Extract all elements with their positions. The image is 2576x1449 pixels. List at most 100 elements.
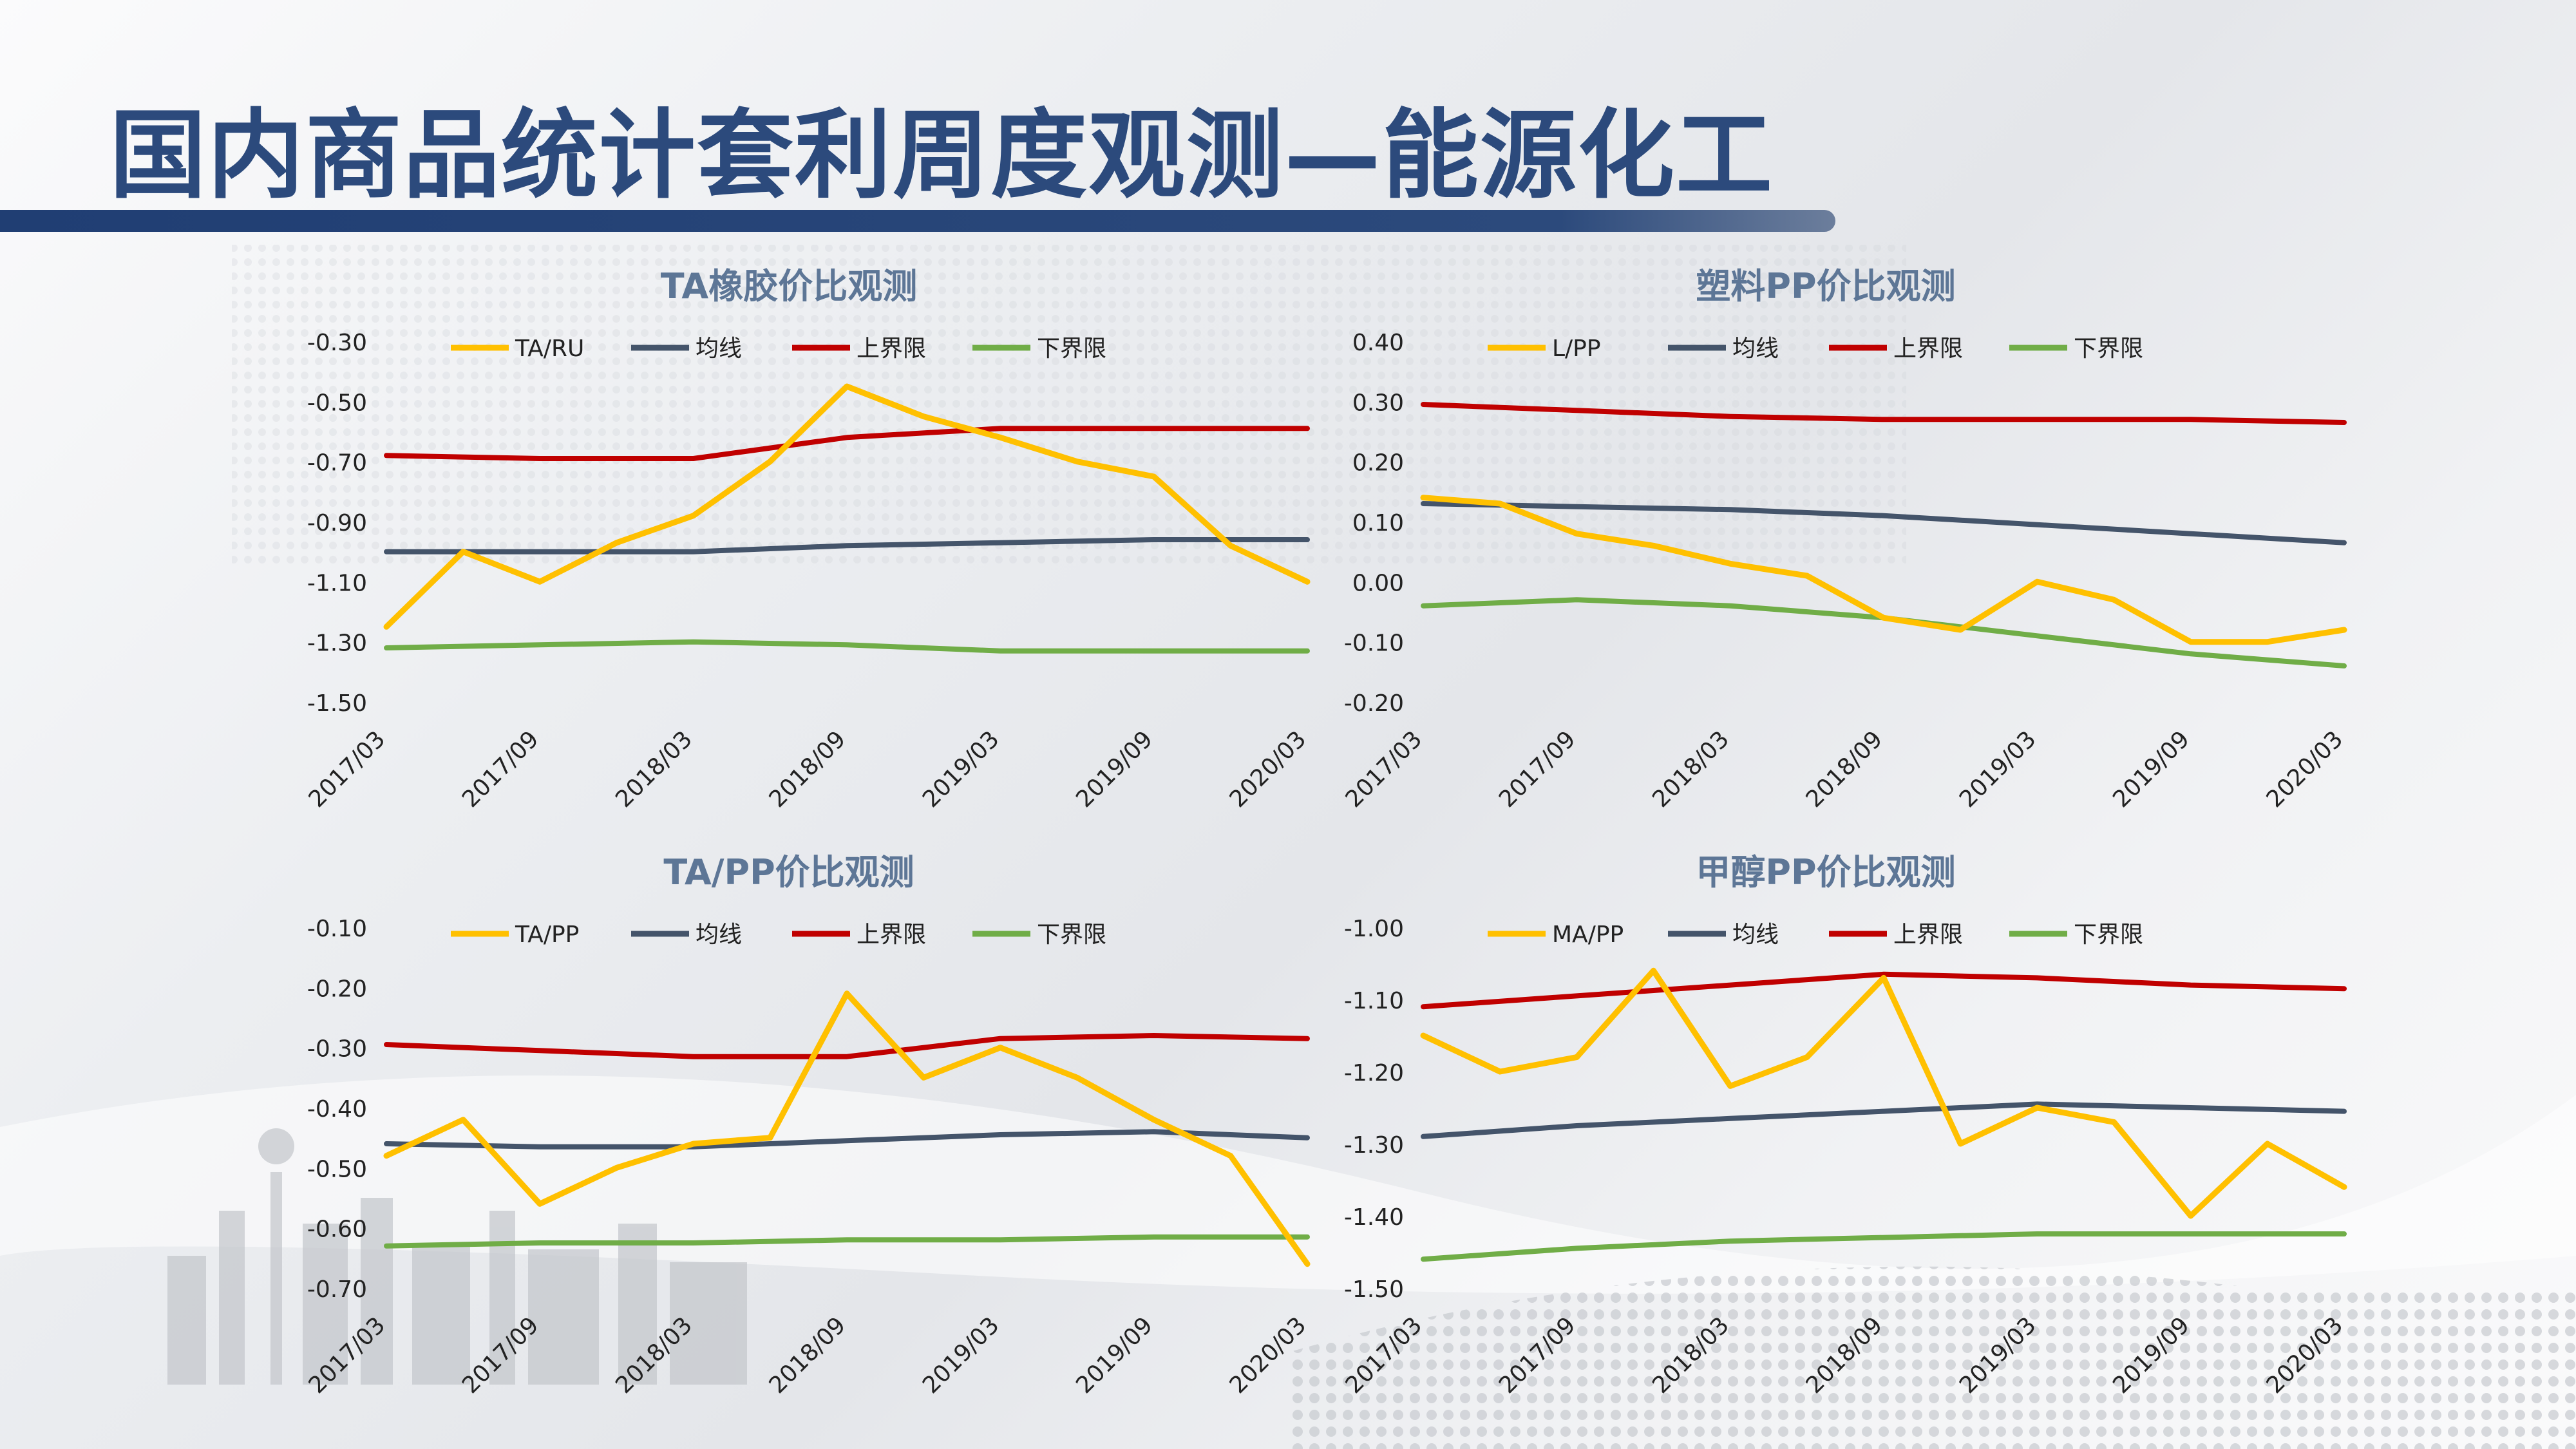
y-tick-label: -1.30 (1344, 1132, 1404, 1159)
series-line-lower (384, 639, 1310, 654)
x-tick-label: 2017/03 (1341, 726, 1428, 813)
series-line-mean (384, 537, 1310, 554)
series-line-ratio (383, 383, 1311, 630)
series-line-ratio (383, 990, 1311, 1267)
y-tick-label: 0.40 (1352, 330, 1404, 356)
legend-label: L/PP (1552, 336, 1601, 362)
y-tick-label: -1.10 (307, 570, 367, 596)
chart-svg: -1.00 -1.10 -1.20 -1.30 -1.40 -1.50 2017/03 201… (1341, 916, 2349, 1399)
y-tick-label: 0.10 (1352, 510, 1404, 536)
x-tick-label: 2018/09 (764, 726, 851, 813)
series-line-ratio (1420, 495, 2347, 645)
legend-label: 均线 (1732, 922, 1779, 948)
y-tick-label: -1.50 (1344, 1276, 1404, 1303)
y-tick-label: 0.30 (1352, 390, 1404, 416)
x-tick-label: 2018/09 (1801, 726, 1888, 813)
y-tick-label: -0.50 (307, 390, 367, 416)
legend-label: 均线 (1732, 336, 1779, 362)
series-line-upper (1421, 402, 2347, 425)
x-tick-label: 2020/03 (2262, 1312, 2349, 1399)
x-tick-label: 2018/09 (764, 1312, 851, 1399)
chart-panel-ta-ru: TA橡胶价比观测 -0.30 -0.50 -0.70 -0.90 -1.10 -1.30-… (258, 258, 1320, 831)
x-tick-label: 2019/03 (918, 726, 1005, 813)
chart-svg: -0.10 -0.20 -0.30 -0.40 -0.50 -0.60 -0.70 2017/… (304, 916, 1312, 1399)
x-tick-label: 2017/03 (1341, 1312, 1428, 1399)
series-line-mean (384, 1129, 1310, 1150)
legend-label: TA/RU (515, 336, 584, 362)
y-tick-label: -1.50 (307, 690, 367, 717)
y-tick-label: -0.70 (307, 450, 367, 477)
x-tick-label: 2019/09 (1071, 1312, 1158, 1399)
x-tick-label: 2019/03 (918, 1312, 1005, 1399)
x-tick-label: 2017/03 (304, 1312, 391, 1399)
legend-label: 下界限 (1037, 922, 1106, 948)
chart-title: TA橡胶价比观测 (660, 266, 918, 307)
y-tick-label: -1.00 (1344, 916, 1404, 942)
legend-label: 上界限 (857, 922, 926, 948)
chart-title: TA/PP价比观测 (663, 852, 914, 893)
series-line-ratio (1420, 967, 2347, 1219)
x-tick-label: 2017/09 (1494, 1312, 1581, 1399)
legend-label: MA/PP (1552, 922, 1624, 948)
series-line-upper (384, 426, 1310, 461)
x-tick-label: 2018/03 (1647, 726, 1734, 813)
x-tick-label: 2017/03 (304, 726, 391, 813)
chart-svg: -0.30 -0.50 -0.70 -0.90 -1.10 -1.30 -1.50 2017/… (304, 330, 1312, 813)
legend-label: TA/PP (515, 922, 579, 948)
page-title: 国内商品统计套利周度观测—能源化工 (109, 100, 1774, 212)
x-tick-label: 2019/03 (1955, 726, 2041, 813)
y-tick-label: -0.10 (307, 916, 367, 942)
y-tick-label: -0.60 (307, 1217, 367, 1243)
title-underline-bar (0, 210, 1835, 232)
y-tick-label: -0.30 (307, 1036, 367, 1063)
chart-panel-ma-pp: 甲醇PP价比观测 -1.00 -1.10 -1.20 -1.30 -1.40 -1.50 2… (1294, 844, 2357, 1417)
y-tick-label: -0.70 (307, 1276, 367, 1303)
chart-title: 甲醇PP价比观测 (1696, 852, 1956, 893)
x-tick-label: 2017/09 (457, 1312, 544, 1399)
x-tick-label: 2018/03 (1647, 1312, 1734, 1399)
x-tick-label: 2019/09 (2108, 1312, 2195, 1399)
x-tick-label: 2019/03 (1955, 1312, 2041, 1399)
legend-label: 上界限 (1893, 336, 1963, 362)
y-tick-label: -0.20 (1344, 690, 1404, 717)
y-tick-label: -1.20 (1344, 1060, 1404, 1086)
legend-label: 上界限 (857, 336, 926, 362)
x-tick-label: 2018/09 (1801, 1312, 1888, 1399)
x-tick-label: 2017/09 (1494, 726, 1581, 813)
y-tick-label: -0.30 (307, 330, 367, 356)
series-line-upper (1421, 971, 2347, 1010)
y-tick-label: -0.40 (307, 1096, 367, 1122)
y-tick-label: -1.10 (1344, 988, 1404, 1014)
series-line-lower (1421, 1231, 2347, 1262)
y-tick-label: -0.90 (307, 510, 367, 536)
x-tick-label: 2020/03 (2262, 726, 2349, 813)
y-tick-label: -0.10 (1344, 630, 1404, 657)
y-tick-label: -0.50 (307, 1156, 367, 1182)
y-tick-label: -0.20 (307, 976, 367, 1002)
legend-label: 下界限 (1037, 336, 1106, 362)
x-tick-label: 2018/03 (611, 1312, 697, 1399)
legend-label: 上界限 (1893, 922, 1963, 948)
chart-panel-l-pp: 塑料PP价比观测 0.40 0.30 0.20 0.10 0.00 -0.10 -0.20 2… (1294, 258, 2357, 831)
y-tick-label: 0.00 (1352, 570, 1404, 596)
series-line-upper (384, 1033, 1310, 1059)
y-tick-label: 0.20 (1352, 450, 1404, 477)
x-tick-label: 2019/09 (2108, 726, 2195, 813)
legend-label: 均线 (696, 922, 742, 948)
series-line-mean (1421, 1101, 2347, 1139)
series-line-lower (1421, 597, 2347, 668)
y-tick-label: -1.40 (1344, 1204, 1404, 1231)
legend-label: 下界限 (2074, 336, 2143, 362)
y-tick-label: -1.30 (307, 630, 367, 657)
legend-label: 下界限 (2074, 922, 2143, 948)
chart-title: 塑料PP价比观测 (1696, 266, 1956, 307)
series-line-lower (384, 1234, 1310, 1249)
x-tick-label: 2018/03 (611, 726, 697, 813)
legend-label: 均线 (696, 336, 742, 362)
series-line-mean (1421, 501, 2347, 545)
x-tick-label: 2019/09 (1071, 726, 1158, 813)
chart-svg: 0.40 0.30 0.20 0.10 0.00 -0.10 -0.20 2017/03 201… (1341, 330, 2349, 813)
chart-panel-ta-pp: TA/PP价比观测 -0.10 -0.20 -0.30 -0.40 -0.50 -0.60… (258, 844, 1320, 1417)
x-tick-label: 2017/09 (457, 726, 544, 813)
